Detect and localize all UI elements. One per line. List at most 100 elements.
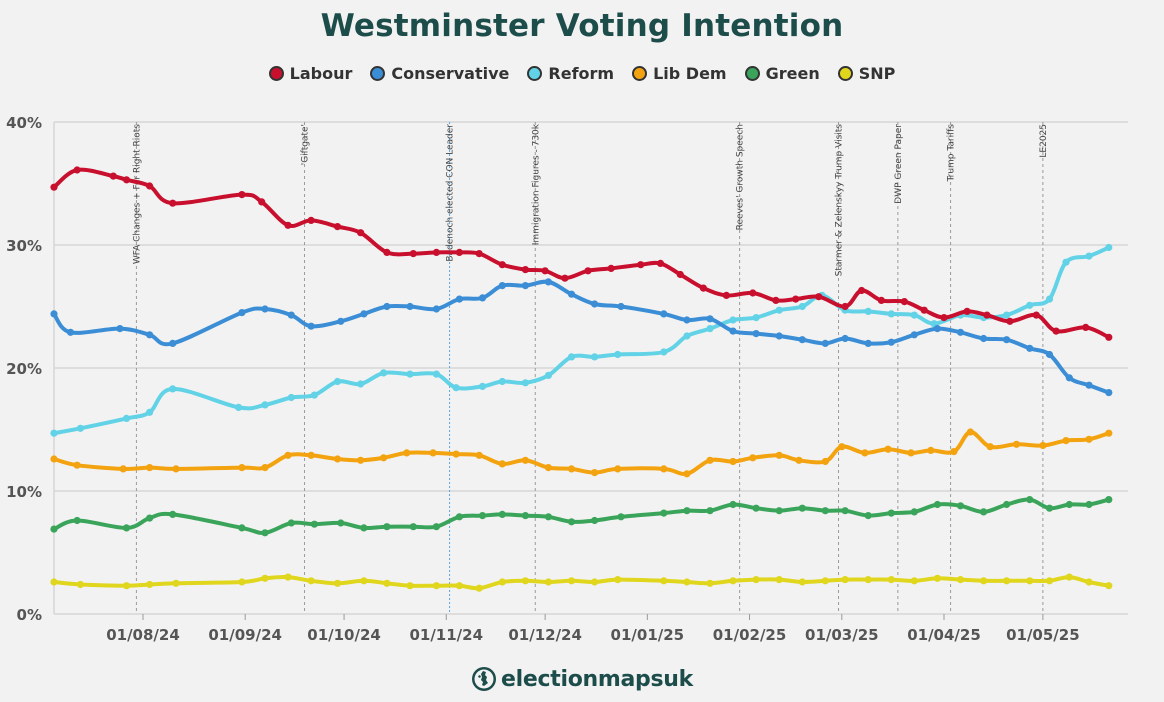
data-point-conservative [683,316,691,324]
data-point-conservative [1045,350,1054,359]
data-point-lib-dem [146,464,154,472]
data-point-green [1105,496,1113,504]
data-point-reform [660,348,668,356]
data-point-snp [76,580,84,589]
data-point-conservative [798,336,806,344]
y-tick-label: 40% [6,114,42,132]
data-point-labour [920,306,928,314]
data-point-conservative [360,310,368,318]
data-point-reform [498,377,506,386]
data-point-labour [284,221,292,229]
data-point-conservative [729,327,737,335]
data-point-labour [238,191,246,199]
data-point-conservative [910,331,918,339]
data-point-labour [983,311,991,319]
data-point-conservative [116,325,124,333]
data-point-green [821,507,829,515]
data-point-lib-dem [452,450,460,458]
data-point-labour [307,216,315,224]
series-line-green [52,497,1111,535]
data-point-snp [752,576,760,584]
data-point-reform [1085,252,1093,260]
data-point-labour [73,166,81,174]
data-point-labour [637,261,645,269]
data-point-conservative [307,322,315,330]
series-green [50,496,1113,537]
data-point-reform [775,306,783,314]
brand-logo: electionmapsuk [0,666,1164,692]
data-point-labour [1032,311,1040,319]
x-tick-label: 01/03/25 [805,626,879,644]
data-point-reform [864,307,872,315]
data-point-conservative [1026,344,1034,352]
series-line-lib-dem [52,430,1111,477]
data-point-lib-dem [357,456,365,464]
data-point-snp [864,576,872,584]
legend-item-green: Green [744,64,820,83]
data-point-green [752,504,760,512]
data-point-snp [591,578,599,586]
data-point-green [261,529,269,537]
y-tick-label: 20% [6,360,42,378]
data-point-green [798,504,806,512]
data-point-labour [1082,323,1090,331]
annotation-label: Trump Tariffs [947,124,957,183]
data-point-reform [146,408,154,416]
data-point-snp [122,582,131,590]
data-point-labour [521,266,530,274]
data-point-snp [1045,577,1054,585]
data-point-green [910,508,918,516]
data-point-green [933,500,942,509]
data-point-labour [676,270,684,279]
data-point-reform [122,414,131,422]
data-point-labour [498,261,506,269]
data-point-lib-dem [986,443,994,451]
data-point-snp [1085,578,1093,586]
data-point-lib-dem [838,443,846,451]
data-point-labour [792,295,800,303]
data-point-lib-dem [1062,437,1070,445]
data-point-lib-dem [950,448,958,456]
data-point-conservative [567,290,576,298]
data-point-conservative [1003,336,1011,344]
data-point-lib-dem [429,449,437,457]
legend-label-labour: Labour [289,64,353,83]
data-point-labour [940,314,948,322]
data-point-labour [656,259,665,267]
data-point-labour [169,199,177,207]
data-point-labour [900,298,909,306]
data-point-green [50,525,58,533]
data-point-green [864,511,872,520]
data-point-green [617,513,625,521]
annotation-label: WFA Changes + Far Right Riots [132,124,142,264]
data-point-green [498,510,506,518]
data-point-snp [683,578,691,586]
data-point-conservative [287,311,295,319]
data-point-reform [406,370,414,378]
data-point-conservative [337,317,345,325]
data-point-green [238,524,246,532]
data-point-lib-dem [498,460,506,468]
series-conservative [50,278,1113,397]
series-snp [50,573,1113,592]
data-point-reform [50,429,58,437]
data-point-reform [76,424,84,432]
data-point-conservative [455,295,463,303]
data-point-snp [360,577,368,585]
data-point-green [567,518,576,526]
data-point-reform [910,311,918,319]
legend-swatch-lib-dem [632,66,648,81]
x-tick-label: 01/12/24 [508,626,582,644]
legend-label-lib-dem: Lib Dem [653,64,727,83]
legend-label-conservative: Conservative [391,64,510,83]
data-point-green [169,510,177,518]
data-point-labour [699,284,708,292]
legend-item-reform: Reform [527,64,614,83]
data-point-labour [877,296,886,304]
data-point-green [841,507,849,515]
data-point-snp [455,582,463,590]
data-point-lib-dem [884,445,892,453]
data-point-reform [752,314,760,322]
x-tick-label: 01/01/25 [611,626,685,644]
